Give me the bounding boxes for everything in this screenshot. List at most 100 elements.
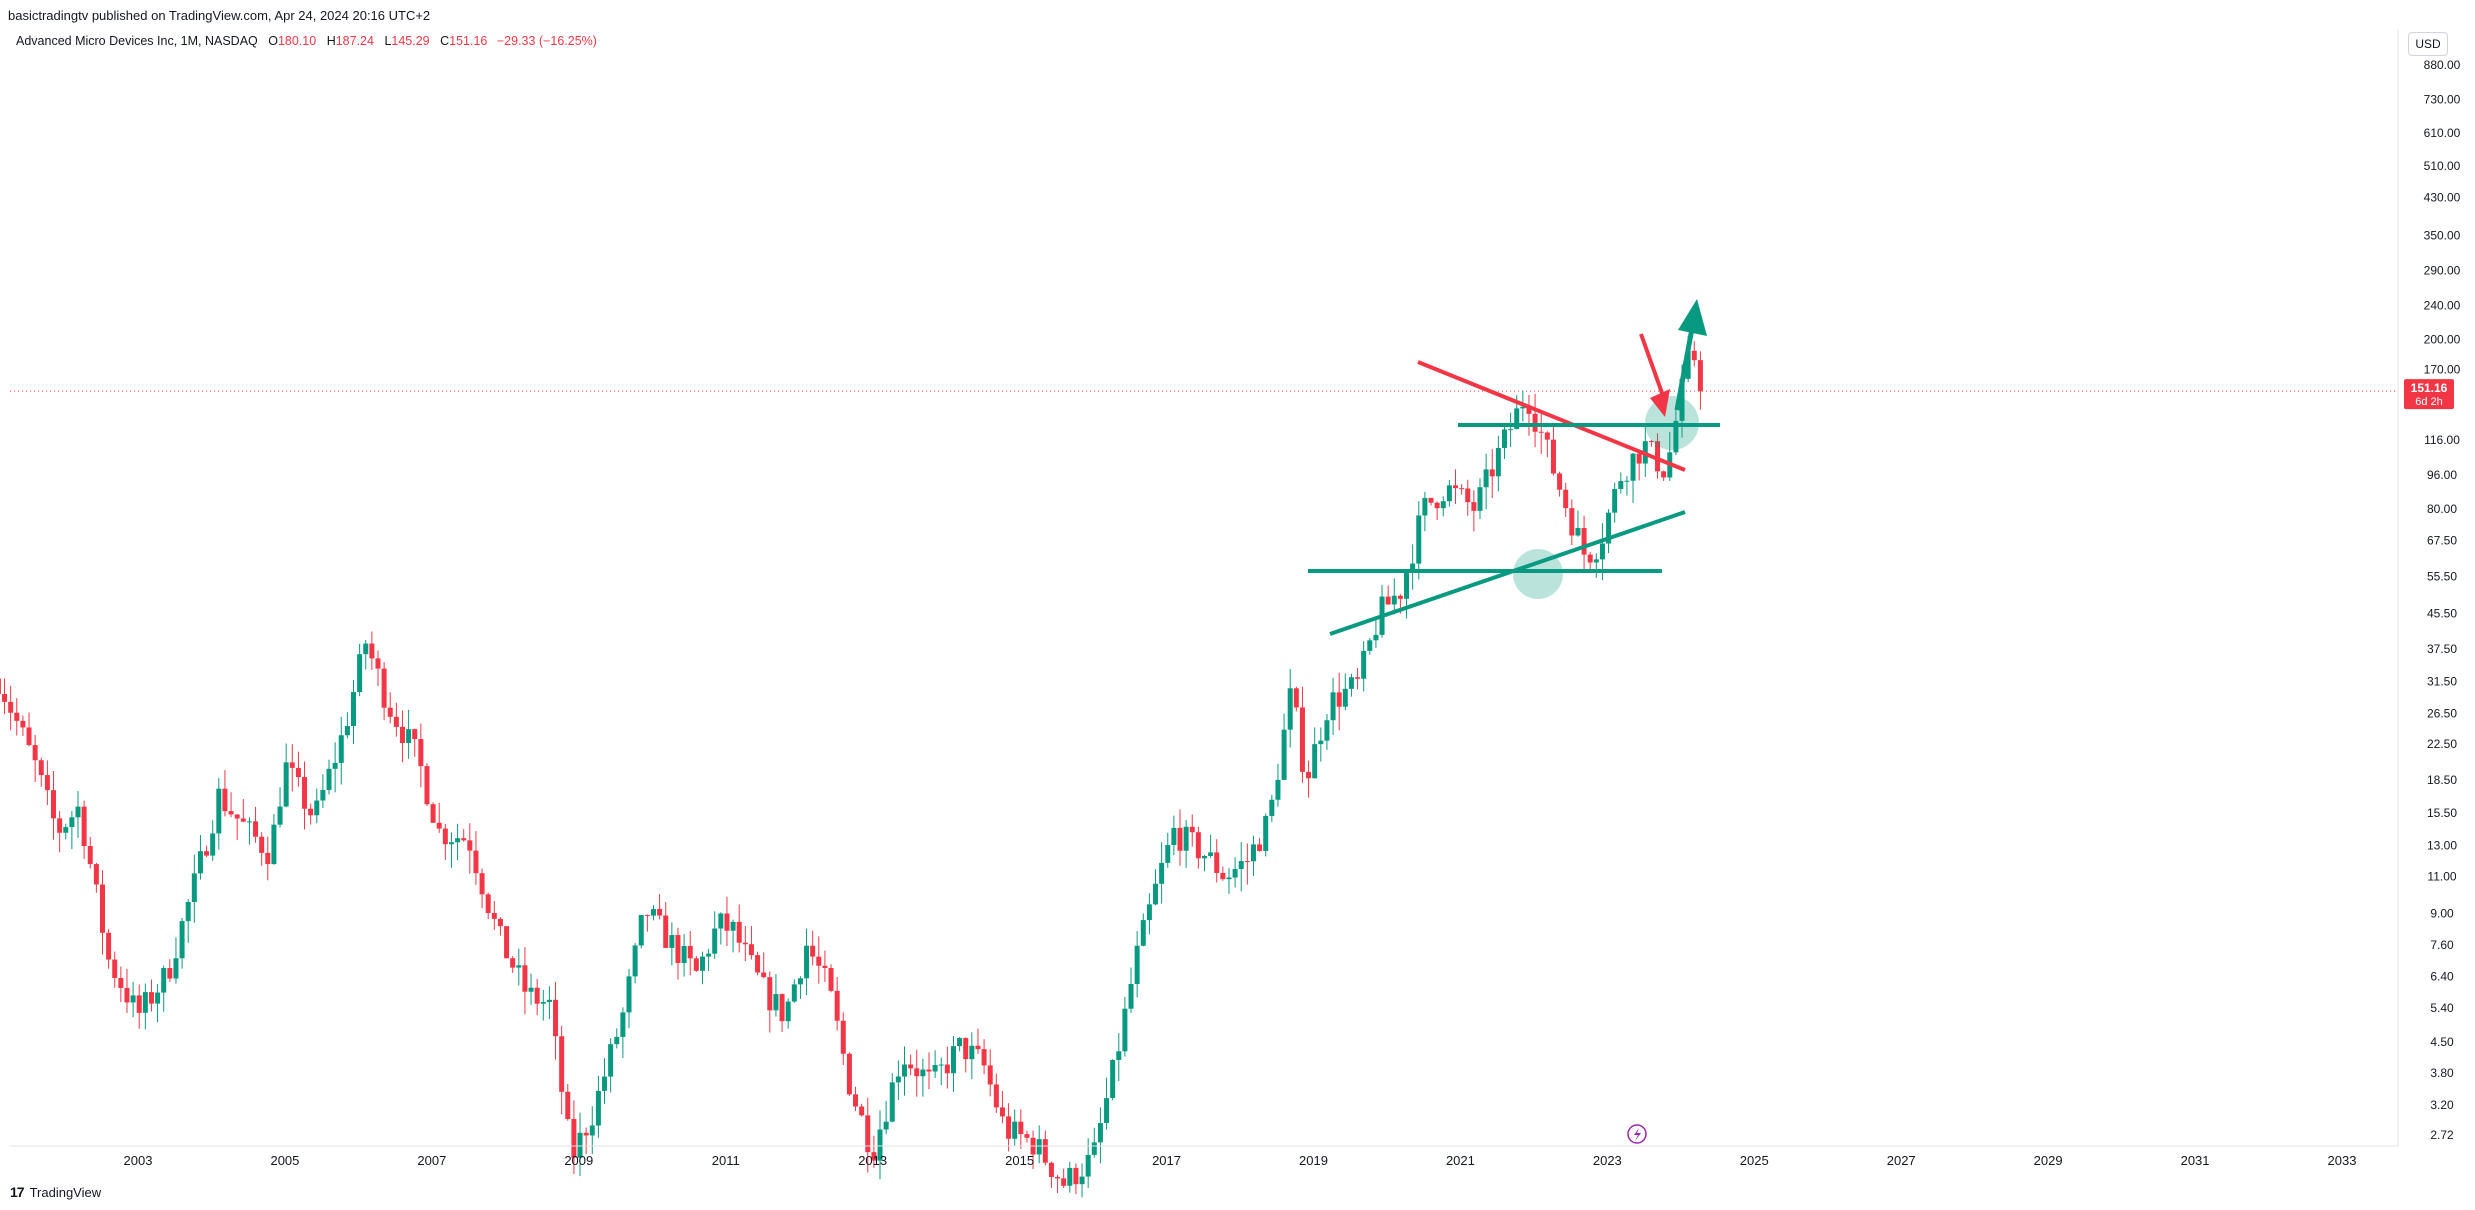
candle-body: [534, 987, 540, 1004]
y-tick-label: 80.00: [2427, 502, 2457, 516]
candle-body: [595, 1090, 601, 1126]
candle-body: [1508, 429, 1514, 431]
candle-body: [1471, 502, 1477, 511]
candle-body: [1122, 1008, 1128, 1052]
candles: [0, 336, 1703, 1198]
candle-body: [1373, 634, 1379, 641]
candle-body: [724, 913, 730, 931]
candle-body: [1630, 453, 1636, 481]
candle-body: [1275, 779, 1281, 800]
candle-body: [216, 788, 222, 834]
candle-body: [1104, 1098, 1110, 1124]
candle-body: [938, 1064, 944, 1066]
candle-body: [1330, 692, 1336, 721]
candle-body: [124, 987, 130, 1003]
candle-body: [871, 1152, 877, 1161]
y-tick-label: 430.00: [2424, 191, 2461, 205]
candle-body: [1097, 1123, 1103, 1143]
candle-body: [1538, 431, 1544, 433]
candle-body: [1501, 429, 1507, 448]
price-badge-value: 151.16: [2411, 381, 2448, 395]
candle-body: [859, 1106, 865, 1116]
candle-body: [914, 1068, 920, 1077]
candle-body: [1612, 488, 1618, 513]
candle-body: [1244, 861, 1250, 863]
candle-body: [1526, 406, 1532, 414]
change-value: −29.33 (−16.25%): [496, 34, 597, 48]
candle-body: [553, 999, 559, 1037]
y-tick-label: 610.00: [2424, 126, 2461, 140]
candle-body: [1385, 596, 1391, 605]
candle-body: [197, 851, 203, 874]
candle-body: [999, 1107, 1005, 1117]
x-tick-label: 2023: [1593, 1153, 1622, 1168]
high-value: 187.24: [335, 34, 374, 48]
x-tick-label: 2005: [270, 1153, 299, 1168]
candle-body: [1581, 527, 1587, 555]
candle-body: [57, 818, 63, 833]
candle-body: [1691, 350, 1697, 361]
candle-body: [602, 1076, 608, 1091]
candle-body: [369, 643, 375, 659]
candle-body: [1171, 827, 1177, 846]
candle-body: [375, 658, 381, 669]
candle-body: [1544, 432, 1550, 440]
candle-body: [1465, 488, 1471, 503]
green-arrow-shaft: [1674, 322, 1696, 411]
candle-body: [1312, 744, 1318, 779]
candle-body: [589, 1125, 595, 1136]
candle-body: [706, 953, 712, 957]
candle-body: [26, 727, 32, 746]
candle-body: [1520, 406, 1526, 409]
candle-body: [406, 729, 412, 743]
candle-body: [718, 913, 724, 929]
candle-body: [1220, 872, 1226, 880]
time-axis[interactable]: 2003 2005 2007 2009 2011 2013 2015 2017 2019 2021…: [10, 1145, 2398, 1168]
y-tick-label: 9.00: [2430, 906, 2454, 920]
candle-body: [234, 814, 240, 819]
candle-body: [461, 838, 467, 841]
candle-body: [626, 976, 632, 1013]
candle-body: [112, 959, 118, 978]
x-tick-label: 2027: [1887, 1153, 1916, 1168]
candle-body: [632, 945, 638, 977]
candle-body: [1183, 826, 1189, 851]
candle-body: [810, 945, 816, 957]
candle-body: [485, 894, 491, 913]
candle-body: [1336, 692, 1342, 707]
price-badge-countdown: 6d 2h: [2415, 396, 2443, 408]
candle-body: [38, 760, 44, 776]
candle-body: [332, 762, 338, 769]
candle-body: [755, 955, 761, 973]
candle-body: [479, 873, 485, 895]
price-axis[interactable]: 2.72 3.20 3.80 4.50 5.40 6.40 7.60 9.00 11.00 13.…: [2397, 30, 2461, 1146]
candle-body: [1048, 1162, 1054, 1177]
candle-body: [1593, 559, 1599, 563]
support-zone-circle: [1513, 549, 1563, 599]
candle-body: [302, 777, 308, 809]
candle-body: [314, 800, 320, 816]
candle-body: [504, 926, 510, 959]
candle-body: [895, 1076, 901, 1083]
candle-body: [222, 788, 228, 812]
x-tick-label: 2021: [1446, 1153, 1475, 1168]
candle-body: [8, 701, 14, 713]
candle-body: [1636, 453, 1642, 464]
candle-body: [1324, 720, 1330, 741]
x-tick-label: 2031: [2181, 1153, 2210, 1168]
candle-body: [20, 720, 26, 728]
y-tick-label: 55.50: [2427, 570, 2457, 584]
y-tick-label: 2.72: [2430, 1128, 2454, 1142]
candle-body: [1453, 485, 1459, 489]
candle-body: [338, 735, 344, 763]
candle-body: [699, 956, 705, 971]
candle-body: [1679, 378, 1685, 421]
candle-body: [259, 836, 265, 853]
candle-body: [546, 999, 552, 1003]
currency-button[interactable]: USD: [2408, 32, 2448, 56]
candle-body: [957, 1038, 963, 1047]
candle-body: [608, 1044, 614, 1077]
candle-body: [761, 972, 767, 978]
